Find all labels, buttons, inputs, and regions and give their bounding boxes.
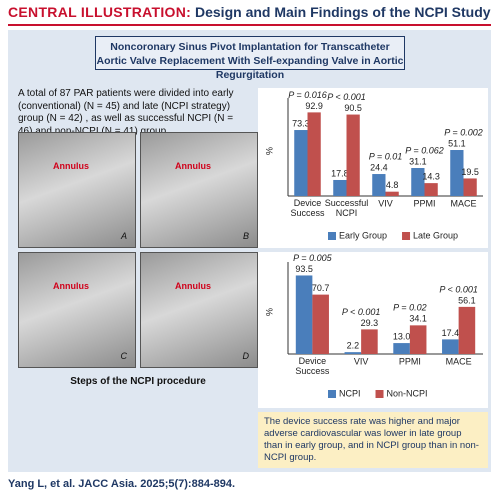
value-label: 14.3	[422, 172, 440, 182]
fluoroscopy-image: Annulus A	[18, 132, 136, 248]
intro-text: A total of 87 PAR patients were divided …	[18, 88, 234, 137]
bar	[385, 191, 399, 196]
fluoroscopy-image: Annulus D	[140, 252, 258, 368]
p-value: P = 0.01	[369, 151, 402, 161]
annulus-label: Annulus	[53, 161, 89, 171]
legend-swatch	[375, 390, 384, 398]
fluoroscopy-image: Annulus C	[18, 252, 136, 368]
subtitle: Noncoronary Sinus Pivot Implantation for…	[95, 36, 405, 81]
bar	[307, 112, 321, 196]
value-label: 13.0	[393, 331, 411, 341]
p-value: P = 0.002	[444, 127, 482, 137]
value-label: 17.4	[442, 328, 460, 338]
bar	[344, 352, 362, 354]
value-label: 19.5	[461, 167, 479, 177]
p-value: P = 0.062	[405, 145, 443, 155]
legend-label: Early Group	[339, 230, 387, 240]
legend-swatch	[402, 232, 411, 240]
legend-label: Non-NCPI	[387, 388, 428, 398]
bar	[294, 130, 308, 196]
x-tick-label: VIV	[378, 198, 393, 208]
bar	[424, 183, 438, 196]
value-label: 29.3	[361, 318, 379, 328]
value-label: 34.1	[409, 314, 427, 324]
images-caption: Steps of the NCPI procedure	[70, 376, 206, 387]
p-value: P = 0.016	[288, 90, 326, 100]
bar	[393, 343, 410, 354]
conclusion: The device success rate was higher and m…	[258, 412, 488, 468]
p-value: P < 0.001	[327, 92, 365, 102]
annulus-label: Annulus	[175, 281, 211, 291]
bar	[442, 339, 459, 354]
citation: Yang L, et al. JACC Asia. 2025;5(7):884-…	[8, 478, 236, 490]
x-tick-label: Device Success	[295, 356, 330, 376]
annulus-label: Annulus	[175, 161, 211, 171]
x-tick-label: MACE	[450, 198, 476, 208]
bar	[333, 179, 347, 196]
legend-label: NCPI	[339, 388, 361, 398]
header-title: Design and Main Findings of the NCPI Stu…	[195, 4, 491, 20]
value-label: 17.8	[331, 168, 349, 178]
value-label: 31.1	[409, 156, 427, 166]
bar	[463, 178, 477, 196]
value-label: 92.9	[305, 101, 323, 111]
x-tick-label: Device Success	[290, 198, 325, 218]
value-label: 51.1	[448, 138, 466, 148]
header-rule	[8, 24, 491, 26]
p-value: P = 0.005	[293, 253, 332, 263]
value-label: 4.8	[386, 180, 399, 190]
legend-label: Late Group	[413, 230, 458, 240]
bar	[361, 329, 378, 354]
panel-letter: C	[120, 351, 128, 361]
p-value: P = 0.02	[393, 303, 426, 313]
panel-letter: A	[120, 231, 127, 241]
bar	[346, 114, 360, 196]
chart-box: % 73.3 92.9 P = 0.016 Device Success 17.8 90.5 P…	[258, 88, 488, 248]
y-axis-label: %	[264, 147, 274, 155]
bar	[411, 168, 425, 196]
value-label: 90.5	[344, 103, 362, 113]
bar	[312, 294, 329, 354]
fluoroscopy-image: Annulus B	[140, 132, 258, 248]
bar	[295, 275, 313, 354]
legend-swatch	[328, 232, 336, 240]
value-label: 2.2	[347, 341, 360, 351]
value-label: 24.4	[370, 162, 388, 172]
x-tick-label: Successful NCPI	[325, 198, 369, 218]
bar	[458, 306, 476, 354]
x-tick-label: MACE	[446, 356, 472, 366]
panel-letter: D	[242, 351, 250, 361]
chart-box: % 93.5 70.7 P = 0.005 Device Success 2.2 29.3 P …	[258, 252, 488, 408]
bar	[372, 174, 386, 196]
value-label: 56.1	[458, 295, 476, 305]
value-label: 73.3	[292, 118, 310, 128]
p-value: P < 0.001	[342, 307, 380, 317]
header-label: CENTRAL ILLUSTRATION:	[8, 4, 192, 20]
x-tick-label: PPMI	[413, 198, 435, 208]
annulus-label: Annulus	[53, 281, 89, 291]
panel-letter: B	[242, 231, 249, 241]
header: CENTRAL ILLUSTRATION: Design and Main Fi…	[8, 4, 491, 20]
value-label: 70.7	[312, 283, 330, 293]
p-value: P < 0.001	[439, 284, 477, 294]
bar	[409, 325, 427, 354]
bar	[450, 150, 464, 196]
legend-swatch	[328, 390, 336, 398]
x-tick-label: PPMI	[399, 356, 421, 366]
x-tick-label: VIV	[354, 356, 369, 366]
y-axis-label: %	[264, 308, 274, 316]
value-label: 93.5	[295, 264, 313, 274]
